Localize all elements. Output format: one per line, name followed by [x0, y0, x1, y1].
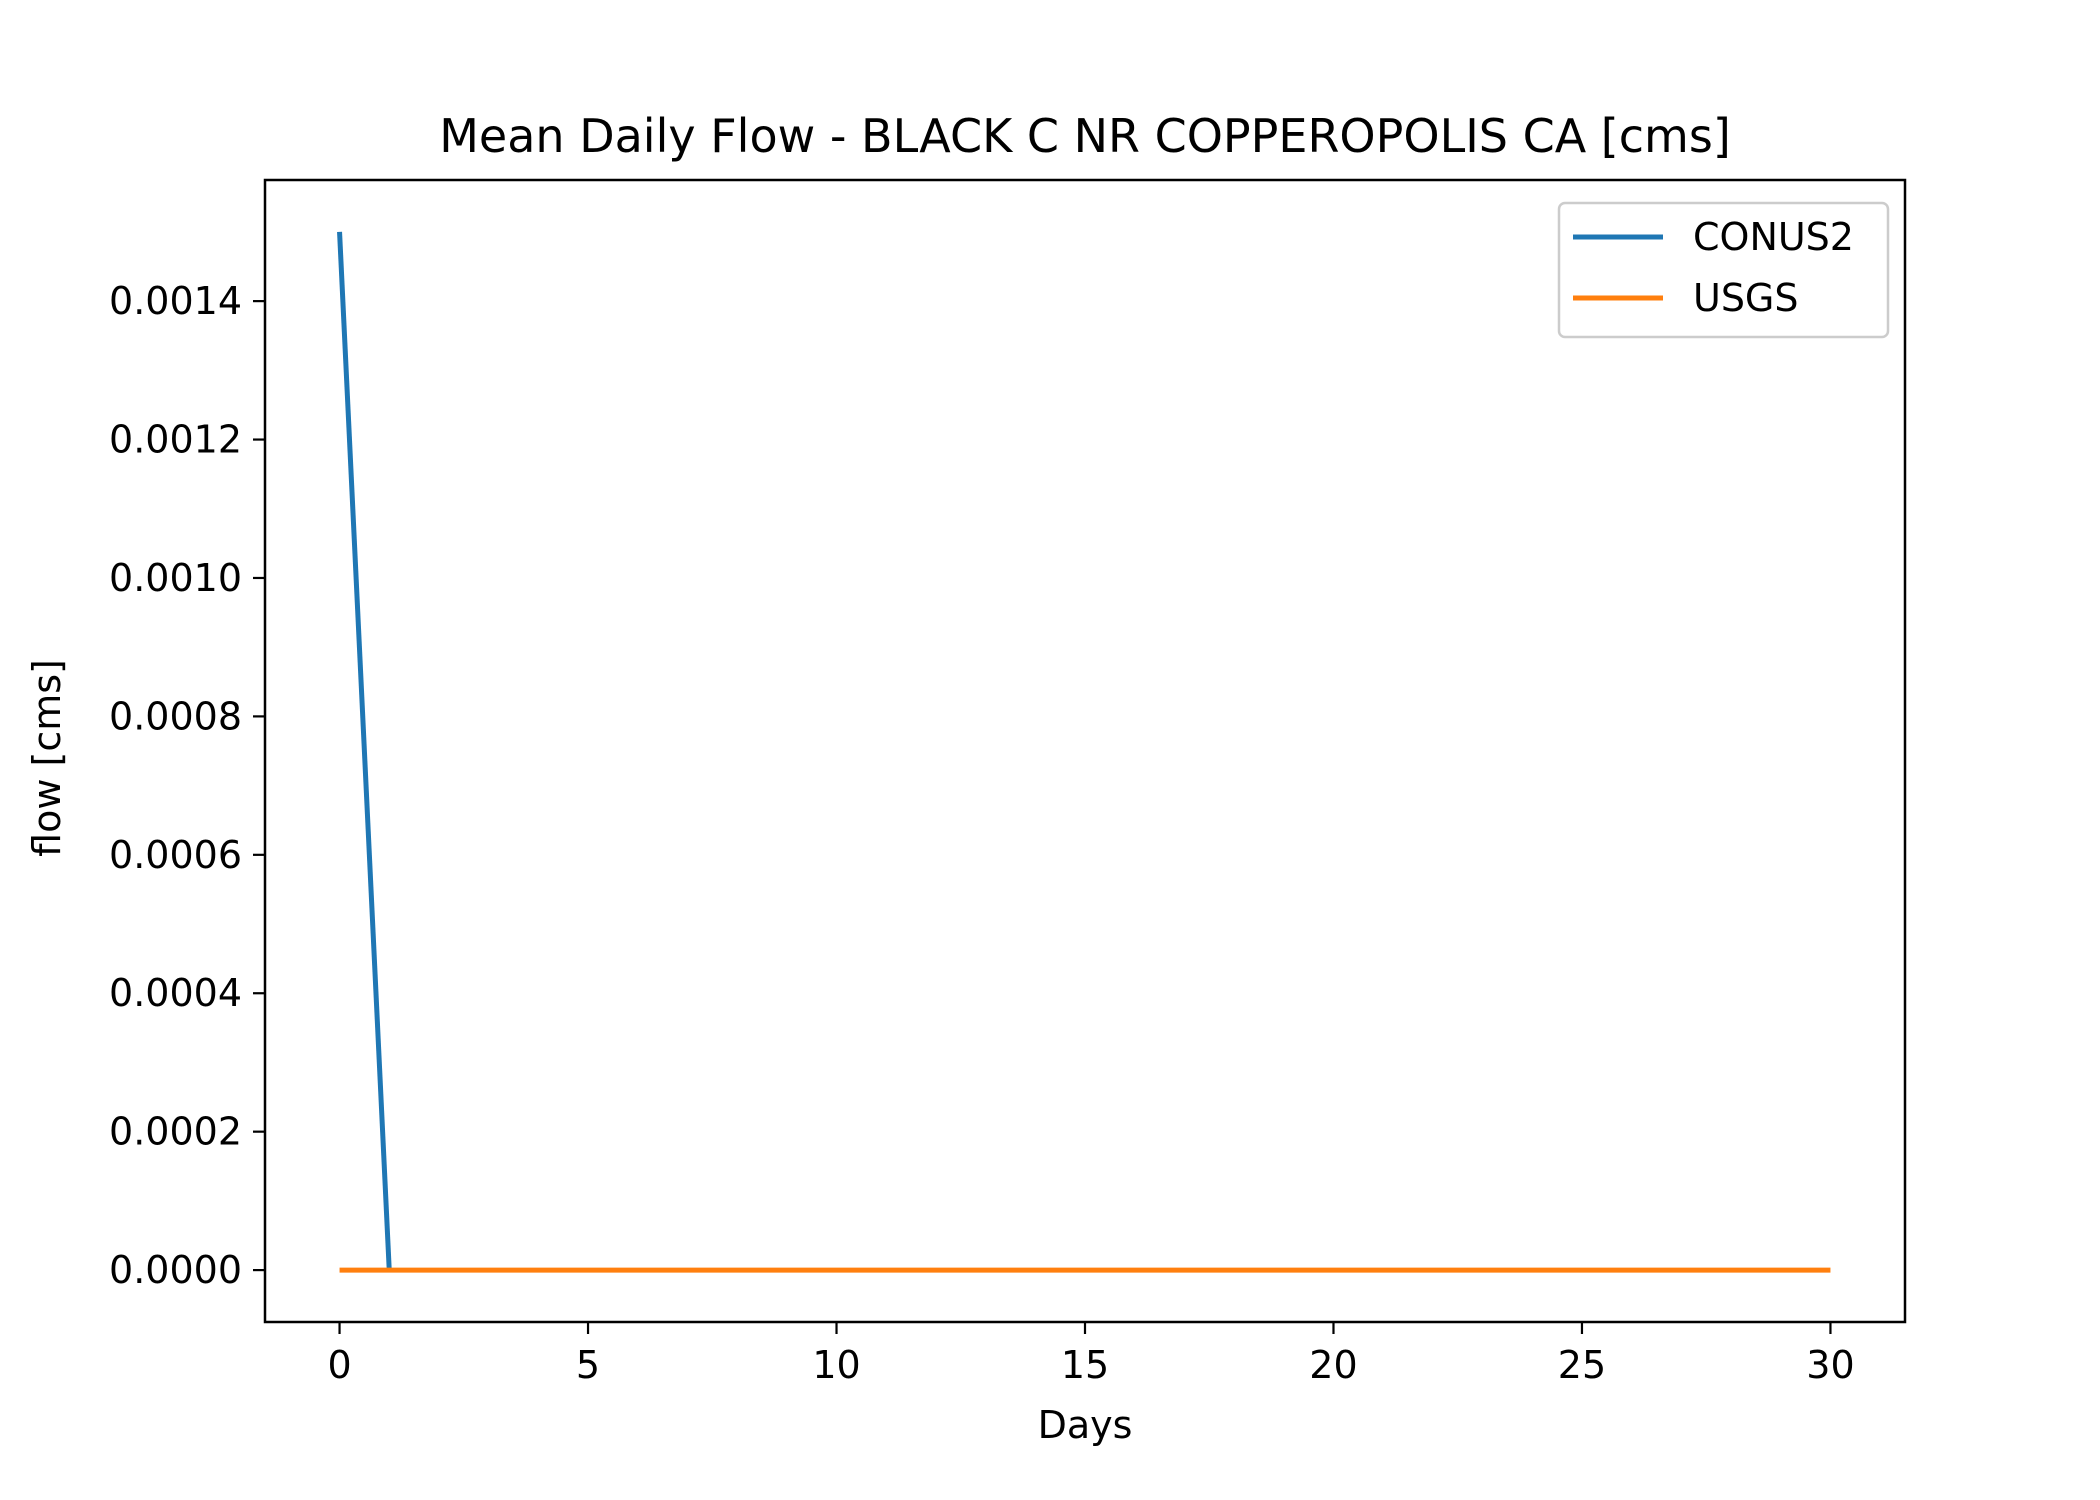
x-axis-label: Days — [1038, 1403, 1133, 1447]
axes-layer: 0 5 10 15 20 25 30 0.0000 0.0002 0.0004 0.0006 0.00… — [109, 178, 1907, 1387]
legend-label-usgs: USGS — [1693, 276, 1799, 320]
y-axis-label: flow [cms] — [25, 659, 69, 857]
y-tick-label: 0.0014 — [109, 279, 242, 323]
y-tick-label: 0.0004 — [109, 971, 242, 1015]
axes-frame — [263, 178, 1907, 1324]
y-tick-label: 0.0000 — [109, 1248, 242, 1292]
y-tick-label: 0.0006 — [109, 833, 242, 877]
x-tick-label: 10 — [812, 1343, 860, 1387]
x-tick-label: 30 — [1806, 1343, 1854, 1387]
legend: CONUS2 USGS — [1557, 201, 1890, 339]
y-tick-label: 0.0012 — [109, 418, 242, 462]
y-tick-label: 0.0008 — [109, 694, 242, 738]
y-tick-label: 0.0002 — [109, 1110, 242, 1154]
series-layer — [337, 231, 1831, 1273]
x-tick-label: 15 — [1061, 1343, 1109, 1387]
x-tick-label: 20 — [1309, 1343, 1357, 1387]
x-tick-label: 0 — [327, 1343, 351, 1387]
series-line-conus2 — [337, 231, 392, 1271]
chart-title: Mean Daily Flow - BLACK C NR COPPEROPOLI… — [439, 109, 1731, 163]
y-tick-label: 0.0010 — [109, 556, 242, 600]
x-tick-label: 5 — [576, 1343, 600, 1387]
x-tick-label: 25 — [1558, 1343, 1606, 1387]
legend-label-conus2: CONUS2 — [1693, 215, 1854, 259]
